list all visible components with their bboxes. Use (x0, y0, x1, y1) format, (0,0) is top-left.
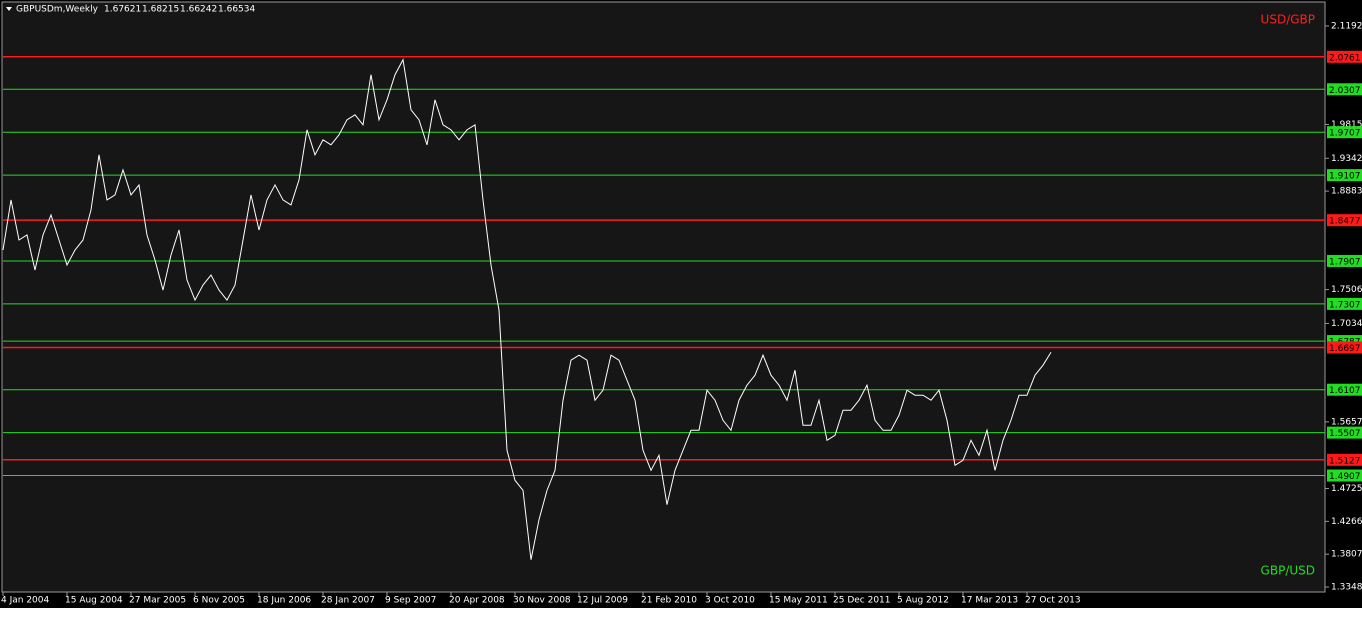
y-tick-label: 1.75065 (1331, 285, 1362, 295)
y-tick-label: 1.93425 (1331, 154, 1362, 164)
x-tick-label: 4 Jan 2004 (1, 596, 49, 606)
level-label-box (1327, 254, 1362, 267)
x-tick-label: 18 Jun 2006 (257, 596, 311, 606)
x-tick-label: 21 Feb 2010 (641, 596, 697, 606)
x-tick-label: 9 Sep 2007 (385, 596, 436, 606)
ohlc-value: 1.68215 (142, 5, 179, 15)
y-tick-label: 2.1192 (1331, 21, 1362, 31)
x-tick-label: 12 Jul 2009 (577, 596, 628, 606)
level-label: 1.8477 (1329, 217, 1361, 227)
level-label-box (1327, 214, 1362, 227)
level-label-box (1327, 453, 1362, 466)
x-tick-label: 20 Apr 2008 (449, 596, 505, 606)
x-tick-label: 27 Mar 2005 (129, 596, 186, 606)
y-tick-label: 1.42665 (1331, 517, 1362, 527)
x-tick-label: 25 Dec 2011 (833, 596, 891, 606)
level-label-box (1327, 383, 1362, 396)
x-tick-label: 30 Nov 2008 (513, 596, 571, 606)
level-label: 1.7307 (1329, 300, 1361, 310)
level-label: 1.6697 (1329, 344, 1361, 354)
x-tick-label: 5 Aug 2012 (897, 596, 949, 606)
level-label-box (1327, 126, 1362, 139)
menu-arrow[interactable] (6, 7, 12, 11)
level-label-box (1327, 50, 1362, 63)
level-label: 2.0307 (1329, 86, 1361, 96)
plot-area (1, 1, 1326, 593)
annotation: USD/GBP (1261, 13, 1315, 27)
level-label-box (1327, 426, 1362, 439)
x-tick-label: 17 Mar 2013 (961, 596, 1018, 606)
price-line (2, 58, 1052, 560)
x-tick-label: 15 May 2011 (769, 596, 828, 606)
level-label: 2.0761 (1329, 53, 1361, 63)
y-tick-label: 1.56575 (1331, 417, 1362, 427)
x-tick-label: 15 Aug 2004 (65, 596, 123, 606)
level-label: 1.5127 (1329, 456, 1361, 466)
chart-title: GBPUSDm,Weekly (16, 5, 99, 15)
level-label: 1.6107 (1329, 386, 1361, 396)
annotation: GBP/USD (1261, 564, 1315, 578)
x-tick-label: 6 Nov 2005 (193, 596, 245, 606)
y-tick-label: 1.38075 (1331, 550, 1362, 560)
y-tick-label: 1.33485 (1331, 583, 1362, 593)
level-label: 1.4907 (1329, 472, 1361, 482)
x-tick-label: 28 Jan 2007 (321, 596, 375, 606)
y-tick-label: 1.88835 (1331, 187, 1362, 197)
ohlc-value: 1.66242 (180, 5, 217, 15)
level-label: 1.9707 (1329, 129, 1361, 139)
y-tick-label: 1.9815 (1331, 120, 1362, 130)
x-tick-label: 3 Oct 2010 (705, 596, 755, 606)
level-label-box (1327, 469, 1362, 482)
level-label-box (1327, 169, 1362, 182)
x-tick-label: 27 Oct 2013 (1025, 596, 1081, 606)
y-tick-label: 1.7034 (1331, 319, 1362, 329)
y-tick-label: 1.47255 (1331, 484, 1362, 494)
level-label-box (1327, 297, 1362, 310)
ohlc-value: 1.67621 (104, 5, 141, 15)
level-label: 1.9107 (1329, 172, 1361, 182)
level-label-box (1327, 83, 1362, 96)
level-label: 1.7907 (1329, 257, 1361, 267)
level-label: 1.5507 (1329, 429, 1361, 439)
level-label-box (1327, 341, 1362, 354)
ohlc-value: 1.66534 (218, 5, 255, 15)
